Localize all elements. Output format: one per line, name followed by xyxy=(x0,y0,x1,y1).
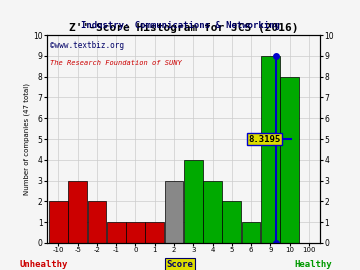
Text: Industry: Communications & Networking: Industry: Communications & Networking xyxy=(81,21,279,30)
Bar xyxy=(242,222,260,243)
Text: Unhealthy: Unhealthy xyxy=(19,260,67,269)
Title: Z''-Score Histogram for JCS (2016): Z''-Score Histogram for JCS (2016) xyxy=(69,23,298,33)
Bar xyxy=(222,201,241,243)
Bar xyxy=(126,222,145,243)
Bar xyxy=(87,201,106,243)
Text: ©www.textbiz.org: ©www.textbiz.org xyxy=(50,41,123,50)
Text: Score: Score xyxy=(167,260,193,269)
Bar xyxy=(107,222,126,243)
Bar xyxy=(165,181,183,243)
Bar xyxy=(203,181,222,243)
Bar xyxy=(280,77,299,243)
Bar xyxy=(49,201,68,243)
Text: The Research Foundation of SUNY: The Research Foundation of SUNY xyxy=(50,60,181,66)
Text: 8.3195: 8.3195 xyxy=(248,134,281,144)
Text: Healthy: Healthy xyxy=(294,260,332,269)
Bar xyxy=(184,160,203,243)
Bar xyxy=(145,222,164,243)
Y-axis label: Number of companies (47 total): Number of companies (47 total) xyxy=(24,83,30,195)
Bar xyxy=(68,181,87,243)
Bar xyxy=(261,56,280,243)
